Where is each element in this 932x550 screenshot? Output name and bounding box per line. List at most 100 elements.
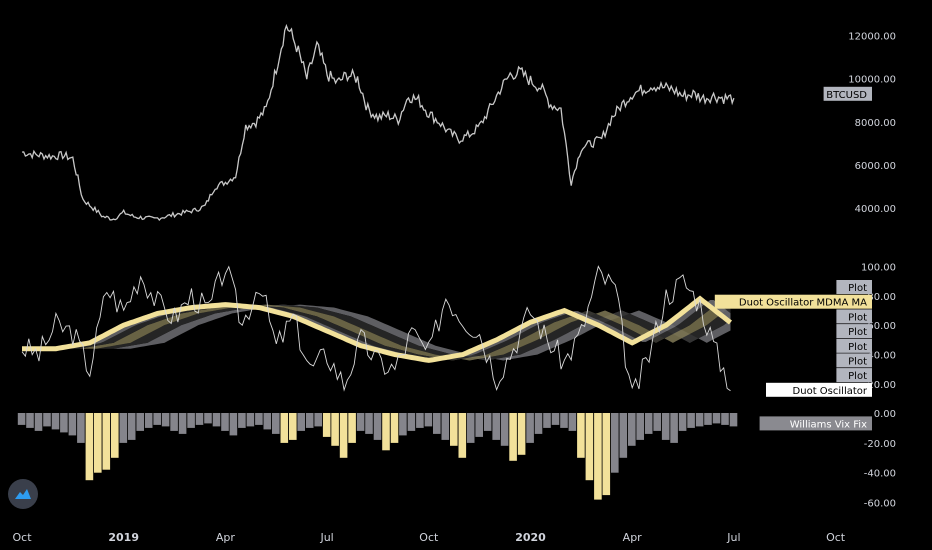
- vix-bar: [255, 413, 263, 425]
- vix-bar: [594, 413, 602, 500]
- vix-pane: [17, 413, 738, 500]
- oscillator-tag: Plot: [836, 338, 872, 353]
- svg-text:Plot: Plot: [848, 327, 867, 338]
- oscillator-tag: Plot: [836, 368, 872, 383]
- vix-bar: [424, 413, 433, 427]
- svg-text:BTCUSD: BTCUSD: [826, 90, 867, 101]
- vix-bar: [204, 413, 212, 424]
- vix-bar: [229, 413, 238, 436]
- vix-bar: [305, 413, 314, 428]
- vix-bar: [289, 413, 297, 440]
- svg-text:Plot: Plot: [848, 283, 867, 294]
- vix-bar: [602, 413, 611, 496]
- vix-bar: [17, 413, 26, 425]
- vix-bar: [297, 413, 305, 431]
- y-tick-label: -60.00: [864, 499, 896, 510]
- vix-bar: [636, 413, 644, 440]
- vix-bar: [492, 413, 500, 440]
- duot-oscillator-line: [21, 265, 731, 392]
- btcusd-tag: BTCUSD: [823, 86, 872, 101]
- vix-bar: [195, 413, 204, 425]
- vix-bar: [60, 413, 68, 433]
- vix-bar: [695, 413, 704, 427]
- vix-bar: [644, 413, 653, 434]
- y-tick-label: 8000.00: [855, 118, 896, 129]
- vix-bar: [153, 413, 161, 425]
- y-tick-label: 10000.00: [848, 75, 896, 86]
- svg-text:Plot: Plot: [848, 342, 867, 353]
- vix-bar: [77, 413, 85, 443]
- svg-text:Plot: Plot: [848, 312, 867, 323]
- ma-ribbon-band: [22, 304, 731, 361]
- y-tick-label: 80.00: [867, 292, 896, 303]
- vix-bar: [26, 413, 34, 428]
- vix-bar: [534, 413, 543, 434]
- vix-bar: [144, 413, 153, 428]
- svg-text:Duot Oscillator: Duot Oscillator: [793, 386, 868, 397]
- vix-bar: [136, 413, 144, 431]
- svg-text:Williams Vix Fix: Williams Vix Fix: [790, 419, 867, 430]
- vix-bar: [111, 413, 119, 458]
- x-tick-label: Jul: [319, 531, 333, 544]
- tradingview-logo-icon[interactable]: [8, 479, 38, 509]
- vix-bar: [466, 413, 475, 443]
- vix-bar: [517, 413, 526, 455]
- y-tick-label: 20.00: [867, 380, 896, 391]
- y-tick-label: 6000.00: [855, 161, 896, 172]
- vix-bar: [670, 413, 678, 443]
- vix-bar: [356, 413, 365, 431]
- vix-bar: [212, 413, 221, 427]
- vix-bar: [382, 413, 390, 451]
- vix-bar: [441, 413, 450, 440]
- mdma-ma-line: [22, 295, 733, 363]
- vix-bar: [433, 413, 441, 434]
- y-axis: 12000.00 10000.00 8000.00 6000.00 4000.00 100…: [848, 32, 896, 510]
- svg-text:Plot: Plot: [848, 371, 867, 382]
- vix-bar: [526, 413, 534, 443]
- x-tick-label: 2020: [515, 531, 546, 544]
- y-tick-label: -40.00: [864, 469, 896, 480]
- vix-bar: [560, 413, 568, 428]
- vix-bar: [543, 413, 551, 428]
- vix-bar: [475, 413, 483, 437]
- oscillator-pane: [21, 265, 733, 392]
- x-tick-label: Apr: [216, 531, 236, 544]
- x-tick-label: Oct: [12, 531, 32, 544]
- oscillator-tag: Plot: [836, 309, 872, 324]
- vix-bar: [238, 413, 246, 428]
- y-tick-label: 40.00: [867, 351, 896, 362]
- vix-bar: [94, 413, 102, 473]
- vix-bar: [407, 413, 416, 431]
- vix-bar: [348, 413, 356, 443]
- vix-bar: [704, 413, 712, 425]
- y-tick-label: 0.00: [874, 409, 896, 420]
- vix-bar: [729, 413, 738, 427]
- vix-bar: [721, 413, 729, 425]
- vix-bar: [127, 413, 136, 440]
- oscillator-tag: Duot Oscillator: [766, 382, 872, 397]
- vix-bar: [221, 413, 229, 431]
- oscillator-tag: Plot: [836, 353, 872, 368]
- vix-bar: [119, 413, 128, 443]
- vix-bar: [85, 413, 94, 481]
- vix-bar: [34, 413, 43, 431]
- vix-bar: [399, 413, 407, 436]
- vix-bar: [43, 413, 51, 427]
- vix-bar: [331, 413, 339, 446]
- vix-bar: [577, 413, 585, 458]
- x-tick-label: Apr: [623, 531, 643, 544]
- vix-bar: [678, 413, 687, 431]
- vix-bar: [272, 413, 280, 434]
- price-tags: BTCUSD Plot Duot Oscillator MDMA MA Plot Plo…: [714, 86, 872, 431]
- vix-bar: [509, 413, 517, 461]
- vix-bar: [416, 413, 424, 428]
- vix-bar: [687, 413, 695, 428]
- vix-bar: [568, 413, 577, 431]
- vix-bar: [170, 413, 178, 431]
- vix-bar: [339, 413, 348, 458]
- vix-bar: [712, 413, 721, 424]
- x-tick-label: Jul: [726, 531, 740, 544]
- x-tick-label: Oct: [826, 531, 846, 544]
- svg-text:Duot Oscillator MDMA MA: Duot Oscillator MDMA MA: [739, 298, 867, 309]
